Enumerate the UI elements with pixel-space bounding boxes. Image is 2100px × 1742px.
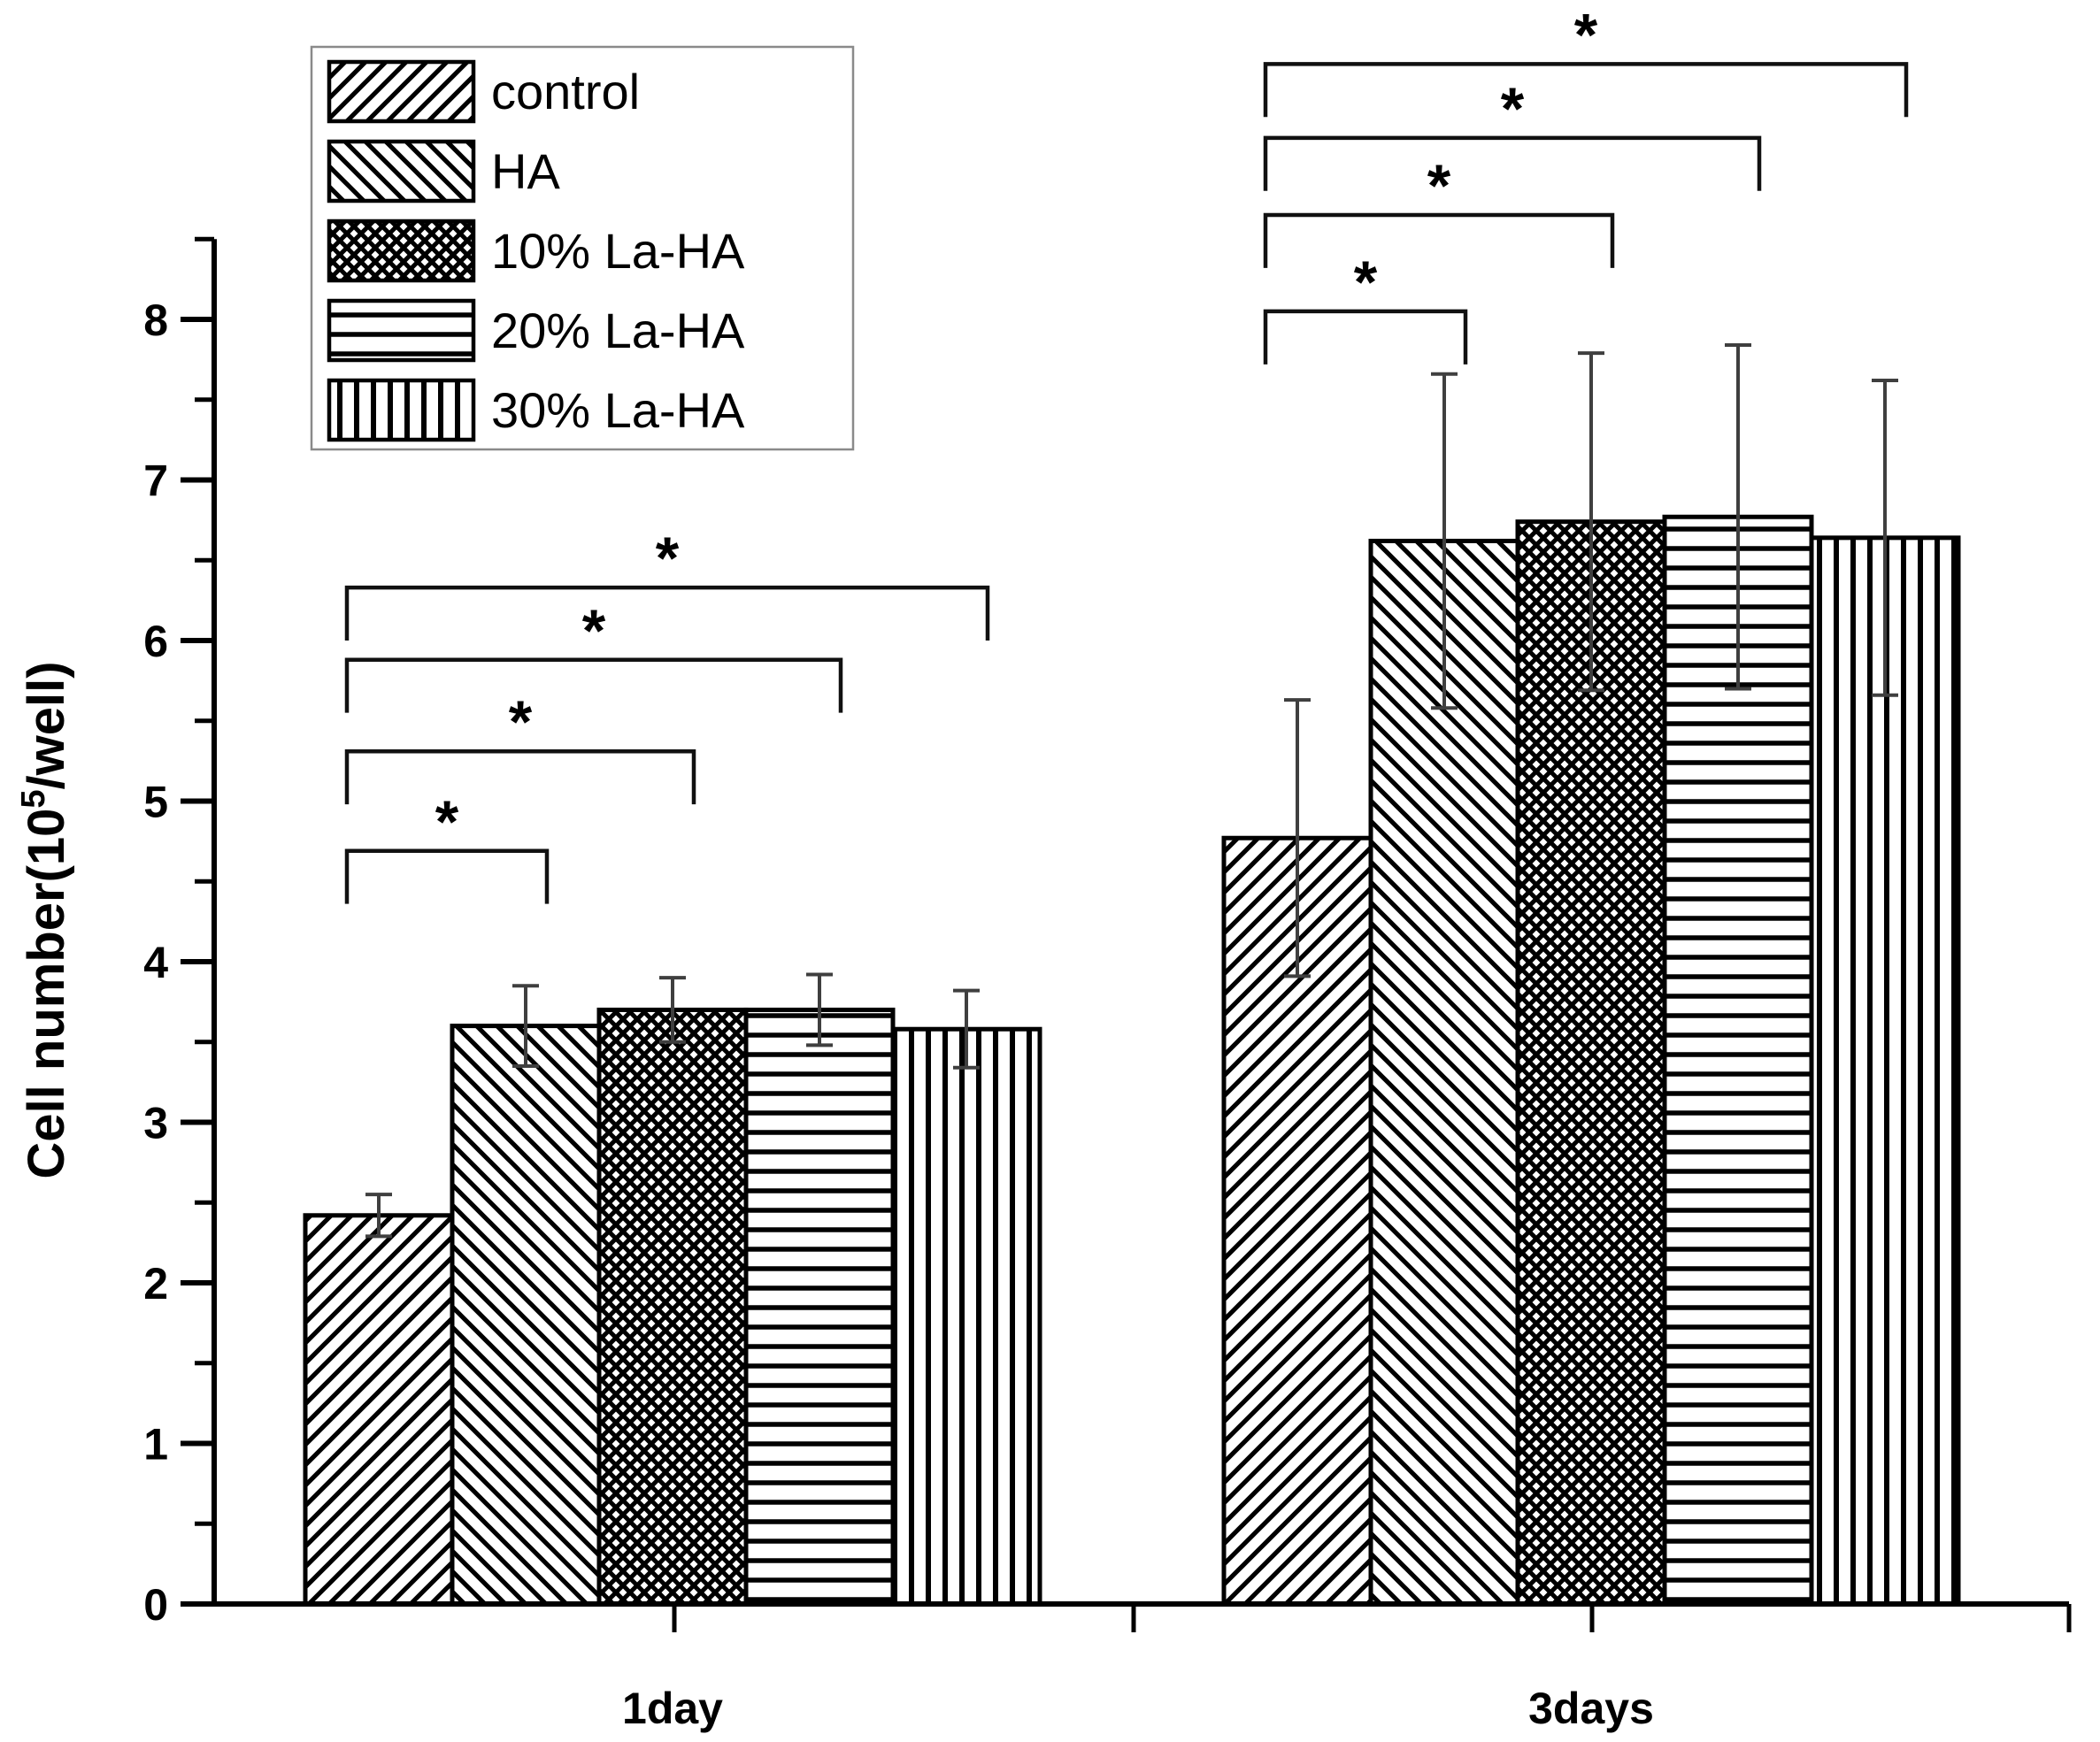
legend-label: control xyxy=(491,64,640,119)
y-tick-label: 1 xyxy=(143,1420,168,1470)
sig-asterisk: * xyxy=(1501,75,1525,142)
bar-10-la-ha-1day xyxy=(596,1007,749,1607)
error-bar xyxy=(806,972,833,1048)
sig-bracket xyxy=(1263,62,1909,118)
sig-bracket xyxy=(344,848,550,904)
bar-ha-1day xyxy=(450,1024,602,1607)
significance-brackets-layer: * * * * * * * * xyxy=(344,1,1909,904)
bar-30-la-ha-1day xyxy=(890,1026,1042,1607)
error-bar xyxy=(1431,372,1458,710)
sig-asterisk: * xyxy=(509,688,533,756)
legend-label: 10% La-HA xyxy=(491,223,745,279)
bar-20-la-ha-1day xyxy=(743,1007,896,1607)
y-tick-label: 7 xyxy=(143,457,168,506)
sig-asterisk: * xyxy=(582,597,606,664)
error-bars-layer xyxy=(365,343,1898,1239)
sig-bracket xyxy=(1263,309,1468,365)
sig-bracket xyxy=(344,585,990,641)
y-tick-label: 3 xyxy=(143,1099,168,1148)
error-bar xyxy=(1872,378,1898,697)
legend: control HA 10% La-HA 20% La-HA 30% La-HA xyxy=(310,45,855,451)
legend-label: HA xyxy=(491,143,560,199)
y-tick-label: 4 xyxy=(143,938,168,987)
y-tick-label: 0 xyxy=(143,1580,168,1630)
sig-asterisk: * xyxy=(656,525,680,592)
legend-label: 20% La-HA xyxy=(491,303,745,358)
bar-ha-3days xyxy=(1368,538,1520,1607)
sig-asterisk: * xyxy=(1354,249,1378,316)
x-category-label: 3days xyxy=(1528,1684,1654,1733)
sig-asterisk: * xyxy=(1574,1,1598,68)
legend-swatch-diag-down-icon xyxy=(327,139,476,203)
y-axis-title: Cell number(105/well) xyxy=(15,661,75,1178)
sig-asterisk: * xyxy=(1427,152,1451,219)
error-bar xyxy=(1578,351,1604,693)
bar-control-1day xyxy=(303,1213,455,1607)
legend-swatch-crosshatch-icon xyxy=(327,219,476,283)
legend-label: 30% La-HA xyxy=(491,382,745,438)
sig-bracket xyxy=(1263,135,1762,191)
axes-layer xyxy=(181,236,2072,1632)
error-bar xyxy=(659,976,686,1044)
sig-asterisk: * xyxy=(435,788,459,856)
error-bar xyxy=(1284,698,1311,978)
tick-labels-layer: 0 1 2 3 4 5 6 7 8 1day 3days xyxy=(143,295,1654,1733)
sig-bracket xyxy=(1263,212,1615,268)
error-bar xyxy=(1725,343,1751,691)
legend-swatch-horizontal-icon xyxy=(327,298,476,363)
error-bar xyxy=(953,988,980,1070)
error-bar xyxy=(365,1193,392,1239)
y-tick-label: 6 xyxy=(143,617,168,666)
bar-30-la-ha-3days xyxy=(1809,535,1961,1607)
x-category-label: 1day xyxy=(622,1684,723,1733)
sig-bracket xyxy=(344,657,843,713)
bars-layer xyxy=(303,514,1961,1607)
y-tick-label: 8 xyxy=(143,295,168,345)
legend-swatch-vertical-icon xyxy=(327,378,476,442)
sig-bracket xyxy=(344,748,696,805)
y-tick-label: 2 xyxy=(143,1259,168,1308)
y-tick-label: 5 xyxy=(143,778,168,827)
error-bar xyxy=(512,984,539,1068)
legend-swatch-diag-up-icon xyxy=(327,59,476,124)
